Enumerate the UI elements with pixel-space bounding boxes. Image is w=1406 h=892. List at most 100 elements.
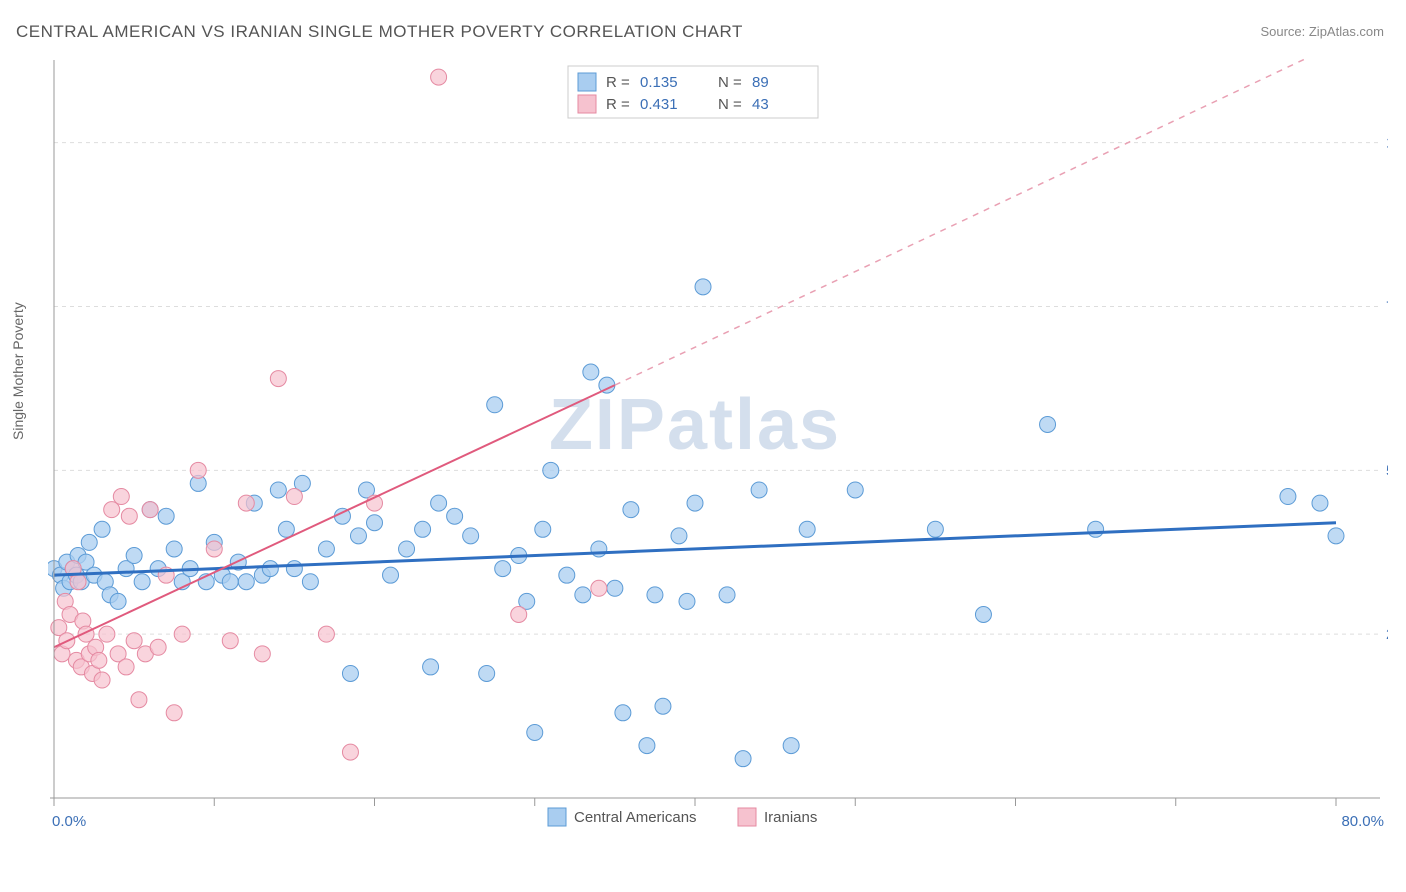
legend-n-label: N = <box>718 96 742 113</box>
source-link[interactable]: ZipAtlas.com <box>1309 24 1384 39</box>
data-point <box>158 508 174 524</box>
source-attribution: Source: ZipAtlas.com <box>1260 24 1384 39</box>
data-point <box>318 626 334 642</box>
data-point <box>131 692 147 708</box>
data-point <box>1040 416 1056 432</box>
data-point <box>222 633 238 649</box>
data-point <box>206 541 222 557</box>
data-point <box>535 521 551 537</box>
data-point <box>1088 521 1104 537</box>
data-point <box>623 502 639 518</box>
chart-title: CENTRAL AMERICAN VS IRANIAN SINGLE MOTHE… <box>16 22 743 42</box>
data-point <box>431 69 447 85</box>
data-point <box>238 495 254 511</box>
data-point <box>104 502 120 518</box>
source-prefix: Source: <box>1260 24 1308 39</box>
legend-swatch-pink <box>738 808 756 826</box>
trend-line-blue <box>54 523 1336 575</box>
legend-label: Central Americans <box>574 809 697 826</box>
data-point <box>286 489 302 505</box>
y-tick-label: 25.0% <box>1386 626 1388 643</box>
data-point <box>695 279 711 295</box>
data-point <box>270 371 286 387</box>
data-point <box>118 659 134 675</box>
data-point <box>543 462 559 478</box>
data-point <box>190 462 206 478</box>
data-point <box>70 574 86 590</box>
data-point <box>615 705 631 721</box>
legend-r-label: R = <box>606 96 630 113</box>
data-point <box>134 574 150 590</box>
legend-label: Iranians <box>764 809 817 826</box>
data-point <box>367 515 383 531</box>
data-point <box>399 541 415 557</box>
legend-n-label: N = <box>718 74 742 91</box>
data-point <box>166 705 182 721</box>
legend-swatch-blue <box>548 808 566 826</box>
data-point <box>1312 495 1328 511</box>
data-point <box>687 495 703 511</box>
data-point <box>113 489 129 505</box>
data-point <box>166 541 182 557</box>
data-point <box>647 587 663 603</box>
data-point <box>559 567 575 583</box>
data-point <box>679 593 695 609</box>
scatter-chart: 25.0%50.0%75.0%100.0%ZIPatlas0.0%80.0%R … <box>48 58 1388 838</box>
data-point <box>262 561 278 577</box>
data-point <box>110 593 126 609</box>
y-axis-label: Single Mother Poverty <box>10 302 26 440</box>
data-point <box>639 738 655 754</box>
data-point <box>278 521 294 537</box>
data-point <box>126 548 142 564</box>
data-point <box>847 482 863 498</box>
data-point <box>415 521 431 537</box>
data-point <box>431 495 447 511</box>
legend-swatch-blue <box>578 73 596 91</box>
data-point <box>423 659 439 675</box>
data-point <box>342 744 358 760</box>
data-point <box>751 482 767 498</box>
legend-swatch-pink <box>578 95 596 113</box>
x-tick-label: 0.0% <box>52 813 86 830</box>
legend-r-label: R = <box>606 74 630 91</box>
data-point <box>1328 528 1344 544</box>
data-point <box>91 652 107 668</box>
data-point <box>975 607 991 623</box>
data-point <box>671 528 687 544</box>
chart-svg: 25.0%50.0%75.0%100.0%ZIPatlas0.0%80.0%R … <box>48 58 1388 838</box>
data-point <box>591 580 607 596</box>
data-point <box>126 633 142 649</box>
data-point <box>150 639 166 655</box>
data-point <box>99 626 115 642</box>
data-point <box>927 521 943 537</box>
legend-n-value: 43 <box>752 96 769 113</box>
data-point <box>302 574 318 590</box>
data-point <box>383 567 399 583</box>
data-point <box>527 724 543 740</box>
data-point <box>783 738 799 754</box>
data-point <box>142 502 158 518</box>
data-point <box>607 580 623 596</box>
data-point <box>495 561 511 577</box>
data-point <box>350 528 366 544</box>
data-point <box>254 646 270 662</box>
y-tick-label: 75.0% <box>1386 298 1388 315</box>
data-point <box>1280 489 1296 505</box>
data-point <box>511 607 527 623</box>
x-tick-label: 80.0% <box>1341 813 1384 830</box>
data-point <box>174 626 190 642</box>
legend-n-value: 89 <box>752 74 769 91</box>
data-point <box>238 574 254 590</box>
data-point <box>318 541 334 557</box>
data-point <box>479 665 495 681</box>
data-point <box>799 521 815 537</box>
data-point <box>735 751 751 767</box>
data-point <box>222 574 238 590</box>
data-point <box>655 698 671 714</box>
data-point <box>121 508 137 524</box>
data-point <box>583 364 599 380</box>
legend-r-value: 0.431 <box>640 96 678 113</box>
data-point <box>342 665 358 681</box>
data-point <box>575 587 591 603</box>
data-point <box>487 397 503 413</box>
